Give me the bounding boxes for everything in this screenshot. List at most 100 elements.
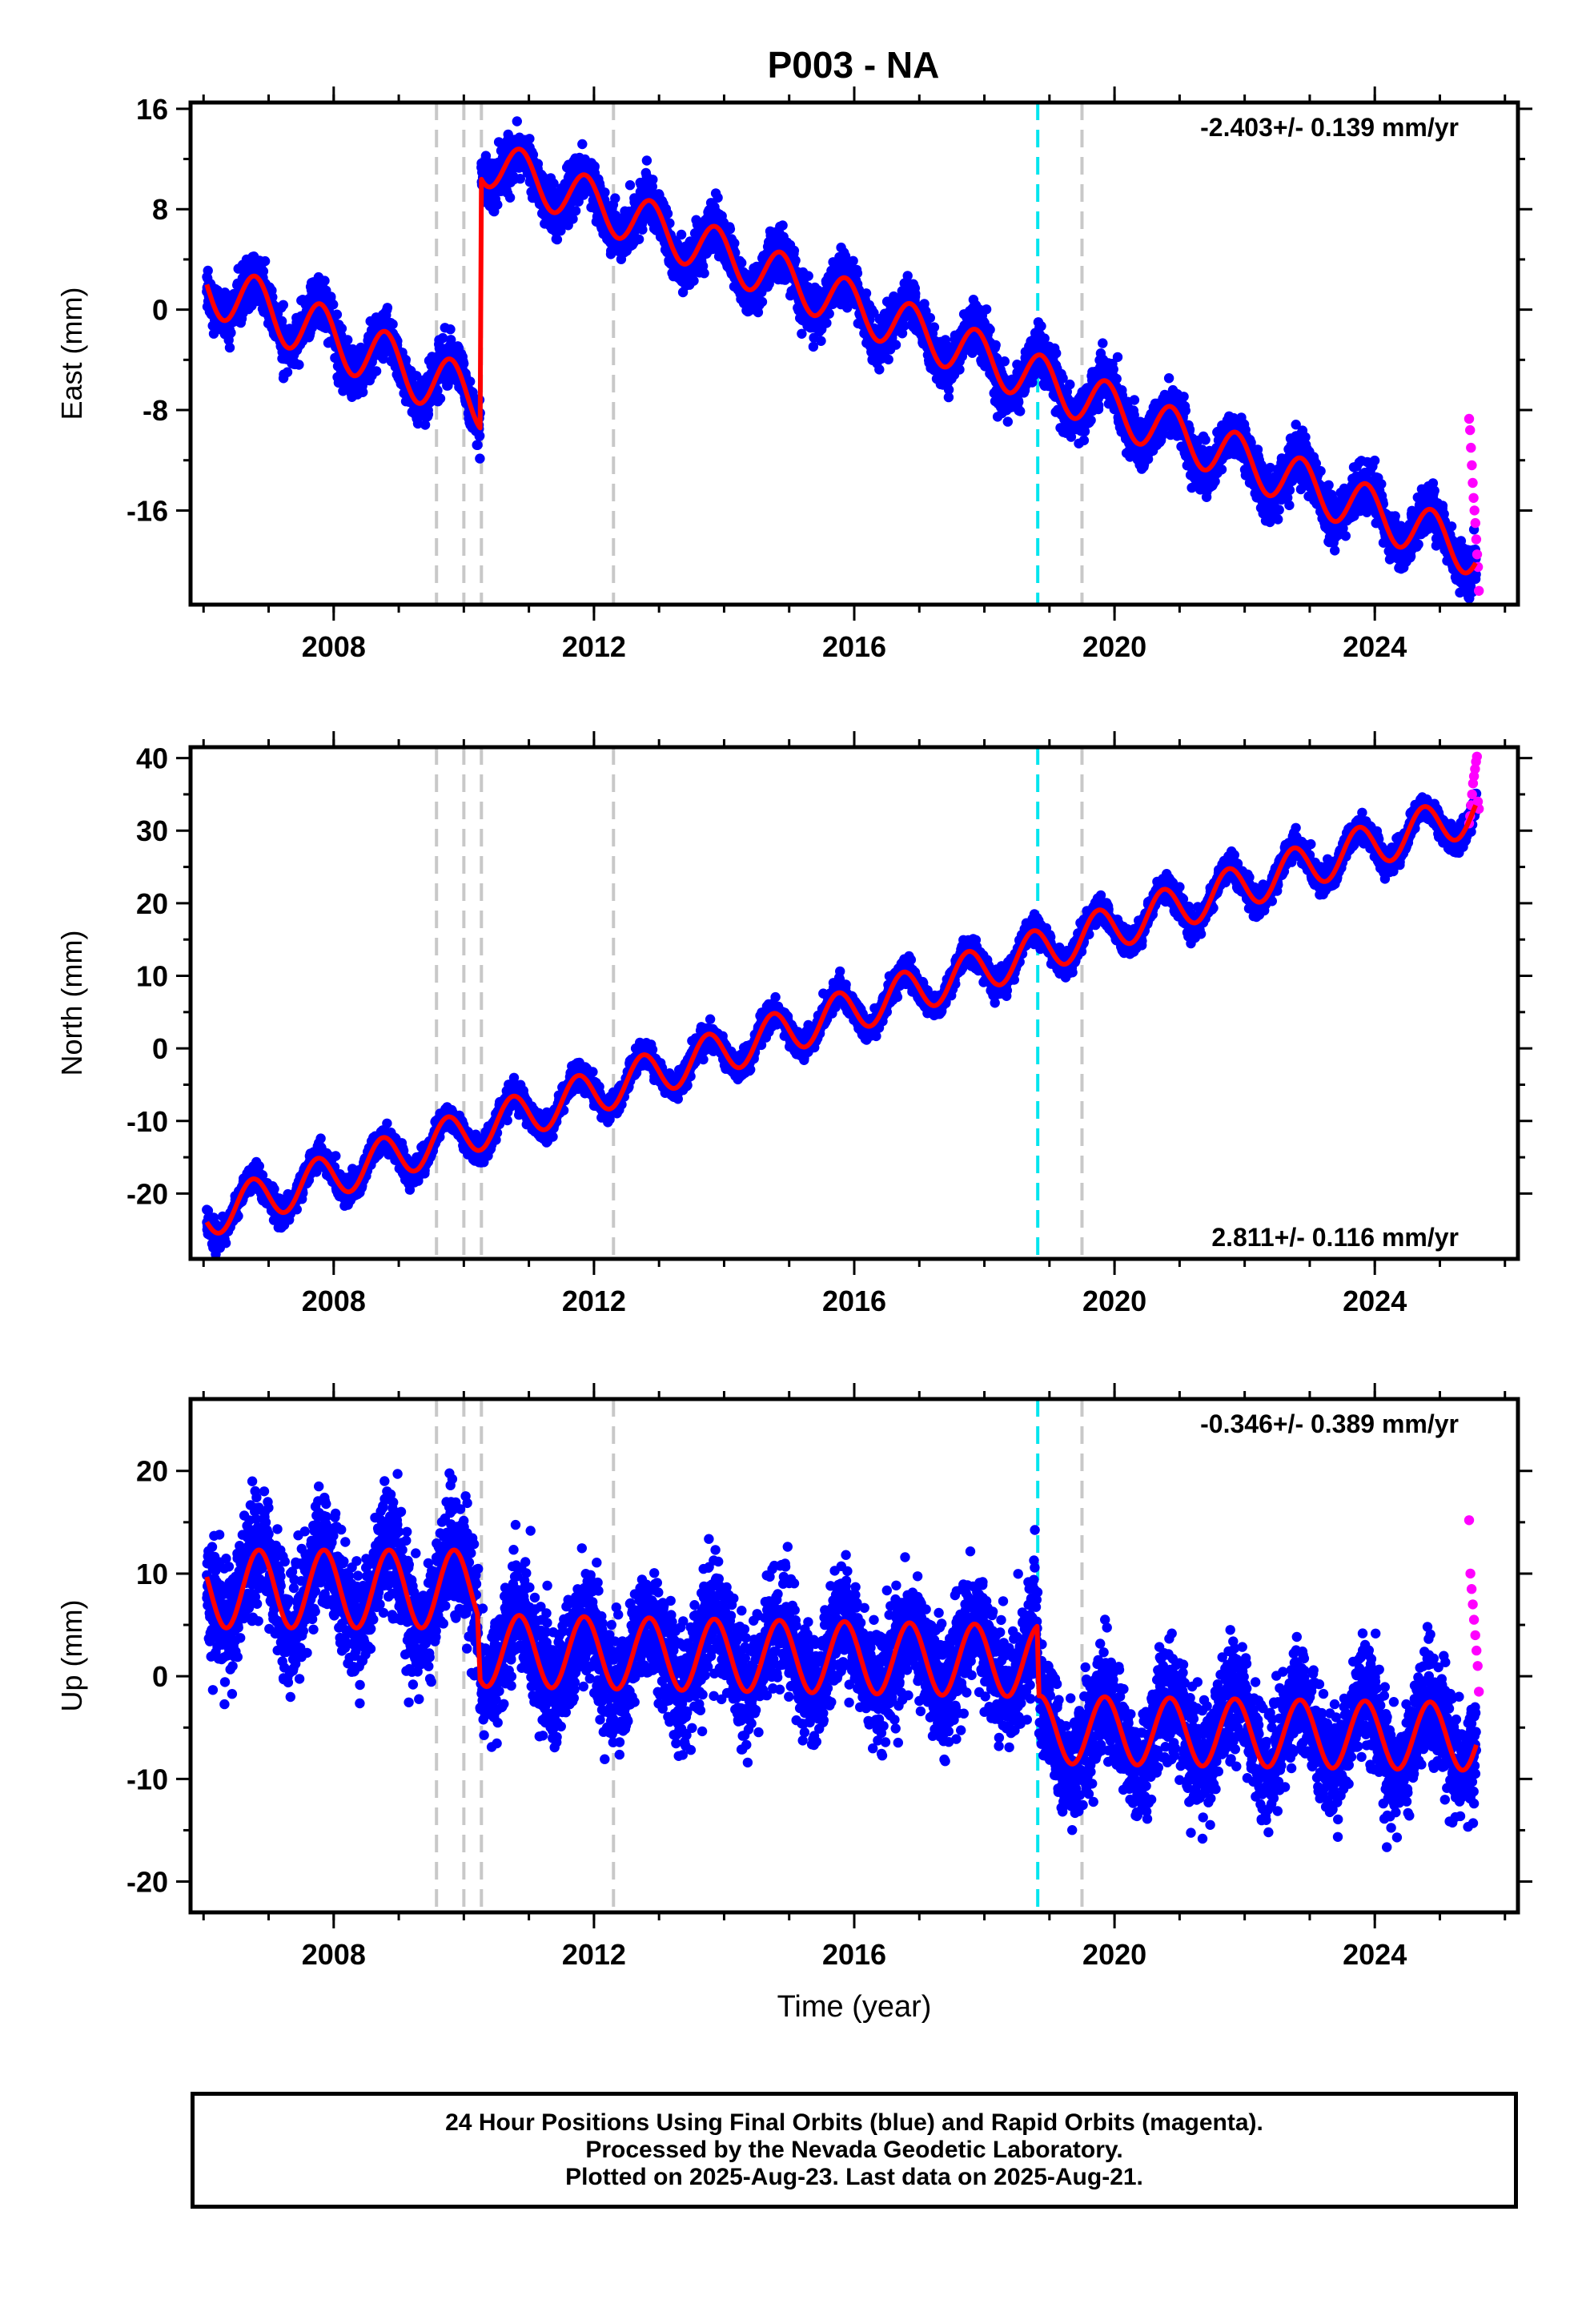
data-point xyxy=(624,180,636,191)
data-point xyxy=(226,328,236,338)
data-point xyxy=(465,376,476,387)
data-point xyxy=(578,190,589,200)
data-point xyxy=(568,214,578,224)
data-point xyxy=(610,193,620,203)
data-point xyxy=(699,268,709,279)
data-point xyxy=(1002,416,1014,427)
data-point xyxy=(524,134,535,144)
data-point xyxy=(789,245,800,256)
data-point xyxy=(1051,348,1062,359)
data-point xyxy=(328,300,339,310)
data-point xyxy=(387,319,398,330)
data-point xyxy=(600,187,610,198)
data-point xyxy=(358,387,368,397)
data-point xyxy=(1094,400,1104,411)
data-point xyxy=(662,208,673,219)
data-point xyxy=(848,255,858,266)
plot-area xyxy=(202,103,1484,605)
data-point xyxy=(437,332,448,344)
data-point xyxy=(648,175,658,185)
data-point xyxy=(910,288,921,299)
data-point xyxy=(472,440,483,450)
data-point xyxy=(803,271,813,281)
data-point xyxy=(1078,435,1090,446)
data-point xyxy=(577,139,588,150)
data-point xyxy=(326,292,336,302)
final-orbit-points xyxy=(202,116,1482,604)
data-point xyxy=(475,431,485,441)
data-point xyxy=(570,206,581,216)
data-point xyxy=(883,354,893,365)
data-point xyxy=(1015,406,1026,416)
data-point xyxy=(492,199,503,210)
data-point xyxy=(641,155,652,166)
data-point xyxy=(676,229,687,240)
data-point xyxy=(777,220,788,231)
data-point xyxy=(725,223,736,235)
data-point xyxy=(336,324,347,334)
data-point xyxy=(412,418,424,429)
data-point xyxy=(999,356,1010,367)
data-point xyxy=(824,308,834,319)
data-point xyxy=(400,355,411,365)
data-point xyxy=(1014,396,1024,408)
data-point xyxy=(665,218,675,228)
data-point xyxy=(737,258,747,268)
data-point xyxy=(459,358,469,369)
data-point xyxy=(821,318,832,328)
data-point xyxy=(258,266,269,276)
data-point xyxy=(816,336,826,346)
data-point xyxy=(929,322,940,332)
data-point xyxy=(512,116,522,127)
data-point xyxy=(1079,426,1090,436)
data-point xyxy=(331,309,343,320)
data-point xyxy=(790,255,801,266)
data-point xyxy=(1098,338,1108,348)
data-point xyxy=(689,275,699,286)
data-point xyxy=(423,409,434,420)
data-point xyxy=(435,393,446,404)
data-point xyxy=(990,340,1001,351)
data-point xyxy=(259,255,271,267)
data-point xyxy=(902,271,913,281)
data-point xyxy=(1108,364,1118,375)
data-point xyxy=(1065,379,1075,390)
data-point xyxy=(1129,395,1140,405)
data-point xyxy=(852,267,863,279)
data-point xyxy=(552,234,563,245)
data-point xyxy=(548,178,559,189)
data-point xyxy=(445,324,456,335)
data-point xyxy=(729,238,740,248)
data-point xyxy=(475,453,485,464)
data-point xyxy=(382,303,393,313)
data-point xyxy=(532,159,544,169)
data-point xyxy=(1036,321,1046,332)
data-point xyxy=(757,296,768,308)
data-point xyxy=(278,300,288,310)
figure-title: P003 - NA xyxy=(768,44,940,86)
data-point xyxy=(515,174,525,184)
data-point xyxy=(861,288,872,299)
data-point xyxy=(224,342,235,353)
data-point xyxy=(943,384,954,395)
data-point xyxy=(343,335,353,345)
data-point xyxy=(282,367,293,377)
data-point xyxy=(925,312,936,324)
data-point xyxy=(874,364,885,375)
data-point xyxy=(633,234,644,244)
data-point xyxy=(637,224,648,235)
data-point xyxy=(1086,415,1096,425)
data-point xyxy=(294,360,304,370)
data-point xyxy=(1112,352,1123,363)
data-point xyxy=(319,275,330,286)
data-point xyxy=(504,192,516,203)
data-point xyxy=(985,324,995,335)
data-point xyxy=(981,304,992,315)
data-point xyxy=(371,366,382,376)
data-point xyxy=(890,340,901,350)
data-point xyxy=(420,420,431,430)
data-point xyxy=(713,192,723,203)
data-point xyxy=(203,265,213,276)
